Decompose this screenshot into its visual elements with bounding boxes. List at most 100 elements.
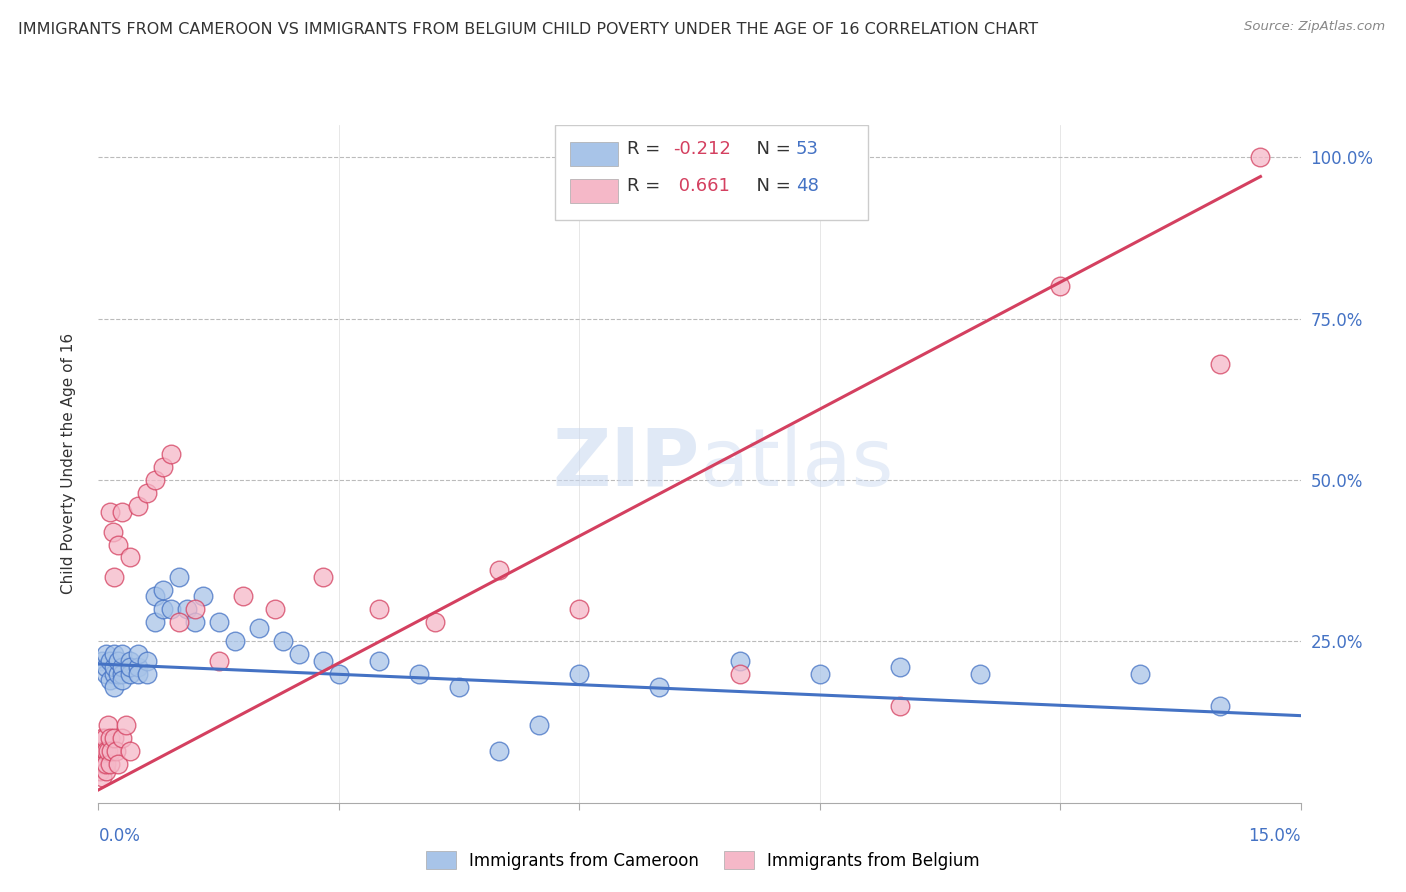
Point xyxy=(167,570,190,584)
Point xyxy=(115,718,138,732)
Point xyxy=(889,698,911,713)
FancyBboxPatch shape xyxy=(569,142,617,166)
Point xyxy=(91,731,114,746)
Text: 0.0%: 0.0% xyxy=(98,827,141,845)
Point xyxy=(648,680,671,694)
Point xyxy=(94,731,117,746)
Text: 0.661: 0.661 xyxy=(673,177,730,194)
Point xyxy=(488,744,510,758)
Text: 53: 53 xyxy=(796,140,818,158)
Point xyxy=(488,563,510,577)
Point xyxy=(107,757,129,772)
Text: 15.0%: 15.0% xyxy=(1249,827,1301,845)
Y-axis label: Child Poverty Under the Age of 16: Child Poverty Under the Age of 16 xyxy=(60,334,76,594)
Point xyxy=(120,744,142,758)
Point xyxy=(91,654,114,668)
Point xyxy=(107,666,129,681)
Point xyxy=(312,570,335,584)
Text: ZIP: ZIP xyxy=(553,425,700,503)
Text: atlas: atlas xyxy=(700,425,894,503)
Point xyxy=(247,622,270,636)
Point xyxy=(111,731,134,746)
FancyBboxPatch shape xyxy=(569,179,617,202)
Text: R =: R = xyxy=(627,140,666,158)
Point xyxy=(120,550,142,565)
Point xyxy=(1049,279,1071,293)
Point xyxy=(111,505,134,519)
Point xyxy=(128,660,150,674)
Point xyxy=(100,505,122,519)
Point xyxy=(312,654,335,668)
Point xyxy=(183,615,205,629)
Point xyxy=(368,654,391,668)
Point xyxy=(91,770,114,784)
Point xyxy=(111,648,134,662)
Point xyxy=(328,666,350,681)
Point xyxy=(94,764,117,778)
Point xyxy=(167,615,190,629)
Point xyxy=(107,537,129,551)
Text: -0.212: -0.212 xyxy=(673,140,731,158)
Point xyxy=(143,473,166,487)
Point xyxy=(224,634,246,648)
Point xyxy=(135,666,157,681)
Point xyxy=(97,744,120,758)
Point xyxy=(103,680,125,694)
Point xyxy=(100,744,122,758)
Point xyxy=(152,460,174,475)
Point xyxy=(100,757,122,772)
Point xyxy=(183,602,205,616)
Point xyxy=(100,654,122,668)
Point xyxy=(135,654,157,668)
Point xyxy=(103,648,125,662)
Point xyxy=(728,654,751,668)
Point xyxy=(529,718,551,732)
Point xyxy=(288,648,311,662)
Point xyxy=(135,486,157,500)
Point xyxy=(423,615,446,629)
Point xyxy=(101,524,124,539)
Point xyxy=(90,757,112,772)
Point xyxy=(208,654,231,668)
Legend: Immigrants from Cameroon, Immigrants from Belgium: Immigrants from Cameroon, Immigrants fro… xyxy=(419,845,987,877)
Point xyxy=(120,654,142,668)
Point xyxy=(89,764,111,778)
Point xyxy=(232,589,254,603)
Point xyxy=(103,570,125,584)
Point xyxy=(1209,357,1232,371)
Point xyxy=(96,757,118,772)
Point xyxy=(271,634,294,648)
Point xyxy=(100,673,122,687)
Text: 48: 48 xyxy=(796,177,818,194)
Text: IMMIGRANTS FROM CAMEROON VS IMMIGRANTS FROM BELGIUM CHILD POVERTY UNDER THE AGE : IMMIGRANTS FROM CAMEROON VS IMMIGRANTS F… xyxy=(18,22,1039,37)
Point xyxy=(97,718,120,732)
Point xyxy=(128,666,150,681)
Point xyxy=(120,660,142,674)
Point xyxy=(728,666,751,681)
Point xyxy=(159,447,181,461)
Point xyxy=(111,666,134,681)
Point xyxy=(568,602,591,616)
Text: N =: N = xyxy=(745,140,797,158)
Point xyxy=(128,499,150,513)
Point xyxy=(111,673,134,687)
Point xyxy=(152,602,174,616)
Point xyxy=(91,744,114,758)
Point xyxy=(103,666,125,681)
Point xyxy=(1250,150,1272,164)
Point xyxy=(152,582,174,597)
Point xyxy=(1129,666,1152,681)
Point xyxy=(143,589,166,603)
Point xyxy=(208,615,231,629)
Point xyxy=(96,666,118,681)
Point xyxy=(120,666,142,681)
Point xyxy=(96,660,118,674)
Point xyxy=(105,744,128,758)
Point xyxy=(408,666,430,681)
Point xyxy=(159,602,181,616)
Point xyxy=(96,648,118,662)
Point xyxy=(93,757,115,772)
Point xyxy=(98,731,121,746)
Point xyxy=(969,666,991,681)
Point xyxy=(568,666,591,681)
